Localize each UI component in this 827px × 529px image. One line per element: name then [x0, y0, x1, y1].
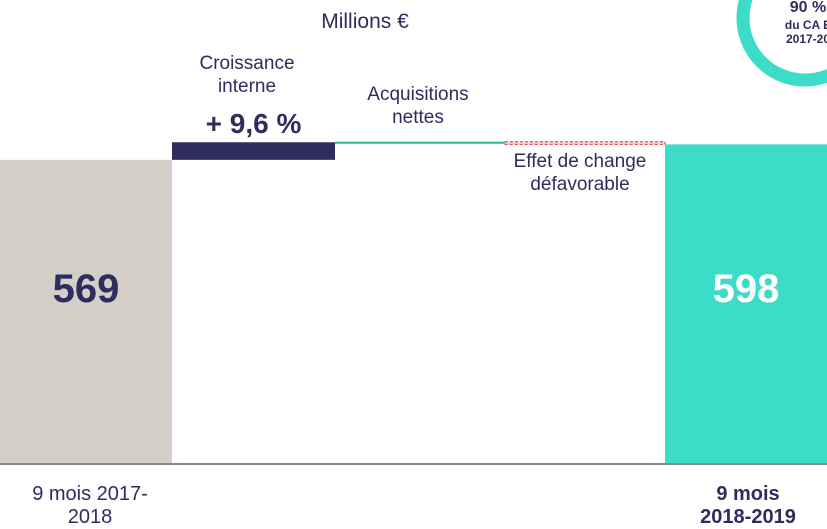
data-label: 598 — [712, 267, 780, 311]
badge-text: 2017-20 — [785, 32, 827, 46]
badge-ring — [736, 0, 827, 87]
bar — [665, 144, 827, 463]
category-label: Croissance interne — [199, 53, 295, 97]
badge-value: 90 % — [789, 0, 827, 16]
badge-text: du CA E — [784, 18, 827, 32]
bar — [504, 141, 666, 145]
bar — [0, 159, 172, 463]
category-label: 9 mois 2017-2018 — [32, 483, 148, 528]
bar — [335, 141, 505, 144]
data-label: 569 — [52, 267, 120, 311]
category-label: 9 mois 2018-2019 — [700, 483, 796, 528]
chart-title: Millions € — [321, 10, 409, 33]
annotation: + 9,6 % — [205, 108, 302, 139]
category-label: Acquisitions nettes — [367, 84, 469, 128]
category-label: Effet de change défavorable — [513, 151, 647, 195]
bar — [172, 142, 335, 160]
